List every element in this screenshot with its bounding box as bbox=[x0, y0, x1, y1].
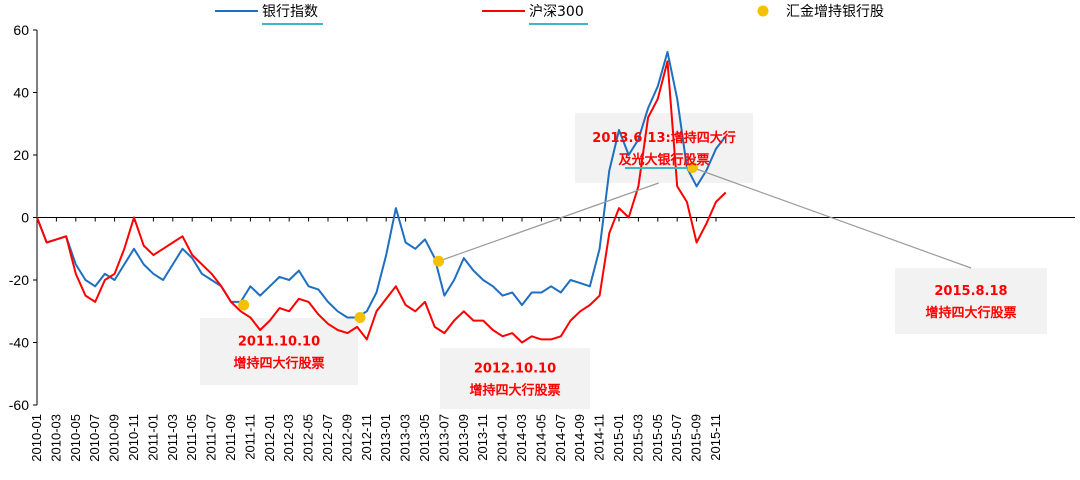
ann-2011-line-2: 增持四大行股票 bbox=[233, 356, 324, 372]
x-tick-label: 2014-03 bbox=[514, 414, 529, 462]
ann-2011-box bbox=[200, 318, 358, 385]
legend-label-csi300: 沪深300 bbox=[529, 4, 584, 20]
x-tick-label: 2015-11 bbox=[708, 414, 723, 461]
ann-2015-line-1: 2015.8.18 bbox=[934, 284, 1007, 299]
x-tick-label: 2013-09 bbox=[456, 414, 471, 462]
x-tick-label: 2012-01 bbox=[262, 414, 277, 462]
x-tick-label: 2012-03 bbox=[281, 414, 296, 462]
bank-index-line bbox=[36, 50, 727, 319]
x-tick-label: 2013-07 bbox=[436, 414, 451, 462]
x-tick-label: 2011-09 bbox=[223, 414, 238, 461]
x-tick-label: 2010-09 bbox=[107, 414, 122, 462]
x-tick-label: 2010-03 bbox=[48, 414, 63, 462]
ann-2012-line-1: 2012.10.10 bbox=[474, 362, 556, 377]
csi300-line bbox=[36, 60, 727, 344]
ann-2013-line-1: 2013.6.13:增持四大行 bbox=[592, 130, 735, 146]
x-tick-label: 2014-07 bbox=[553, 414, 568, 462]
x-tick-label: 2015-09 bbox=[689, 414, 704, 462]
huijin-marker bbox=[238, 299, 250, 311]
x-tick-label: 2014-01 bbox=[495, 414, 510, 462]
annotation-leaders bbox=[438, 166, 972, 269]
marker-points bbox=[238, 162, 698, 323]
x-tick-label: 2015-07 bbox=[669, 414, 684, 462]
x-tick-label: 2015-01 bbox=[611, 414, 626, 462]
x-tick-label: 2014-11 bbox=[592, 414, 607, 461]
series-lines bbox=[36, 50, 727, 344]
huijin-marker bbox=[354, 312, 366, 323]
x-axis: 2010-01 2010-03 2010-05 2010-07 2010-09 2010-… bbox=[29, 217, 1075, 462]
y-tick-label: -40 bbox=[9, 335, 29, 351]
x-tick-label: 2013-03 bbox=[398, 414, 413, 462]
x-tick-label: 2013-05 bbox=[417, 414, 432, 462]
x-tick-label: 2012-07 bbox=[320, 414, 335, 462]
y-tick-label: -60 bbox=[9, 397, 29, 413]
y-axis: -60 -40 -20 0 20 40 60 bbox=[9, 22, 38, 413]
huijin-marker bbox=[686, 162, 698, 173]
legend-label-huijin: 汇金增持银行股 bbox=[786, 4, 884, 20]
ann-2015-leader bbox=[692, 166, 972, 269]
x-tick-label: 2015-05 bbox=[650, 414, 665, 462]
y-tick-label: 0 bbox=[21, 210, 29, 226]
huijin-marker bbox=[433, 255, 445, 267]
x-tick-label: 2014-05 bbox=[533, 414, 548, 462]
legend: 银行指数 沪深300 汇金增持银行股 bbox=[215, 4, 884, 25]
x-tick-label: 2011-01 bbox=[145, 414, 160, 461]
ann-2012-box bbox=[440, 348, 590, 409]
legend-label-bank-index: 银行指数 bbox=[262, 4, 318, 20]
y-tick-label: -20 bbox=[9, 272, 29, 288]
x-tick-label: 2015-03 bbox=[630, 414, 645, 462]
y-tick-label: 20 bbox=[13, 147, 29, 163]
ann-2013-leader bbox=[438, 182, 659, 262]
x-tick-label: 2011-05 bbox=[184, 414, 199, 461]
ann-2012-line-2: 增持四大行股票 bbox=[469, 383, 560, 399]
ann-2011-line-1: 2011.10.10 bbox=[238, 335, 320, 350]
ann-2013-line-2: 及光大银行股票 bbox=[618, 152, 709, 168]
x-tick-label: 2010-05 bbox=[68, 414, 83, 462]
x-tick-label: 2012-09 bbox=[339, 414, 354, 462]
x-tick-label: 2012-05 bbox=[301, 414, 316, 462]
x-tick-label: 2010-01 bbox=[29, 414, 44, 462]
x-tick-label: 2011-03 bbox=[165, 414, 180, 461]
x-tick-label: 2013-01 bbox=[378, 414, 393, 462]
x-tick-label: 2010-07 bbox=[87, 414, 102, 462]
x-tick-label: 2010-11 bbox=[126, 414, 141, 461]
x-tick-label: 2014-09 bbox=[572, 414, 587, 462]
x-tick-label: 2011-11 bbox=[242, 414, 257, 460]
ann-2015-box bbox=[895, 268, 1047, 334]
legend-swatch-huijin bbox=[757, 5, 769, 17]
annotation-texts: 2011.10.10 增持四大行股票 2012.10.10 增持四大行股票 2013.6… bbox=[233, 130, 1016, 399]
y-tick-label: 40 bbox=[13, 85, 29, 101]
x-tick-label: 2011-07 bbox=[204, 414, 219, 461]
ann-2013-box bbox=[575, 113, 753, 183]
x-tick-label: 2012-11 bbox=[359, 414, 374, 461]
y-tick-label: 60 bbox=[13, 22, 29, 38]
x-tick-label: 2013-11 bbox=[475, 414, 490, 461]
annotation-boxes bbox=[200, 113, 1047, 409]
ann-2015-line-2: 增持四大行股票 bbox=[925, 305, 1016, 321]
